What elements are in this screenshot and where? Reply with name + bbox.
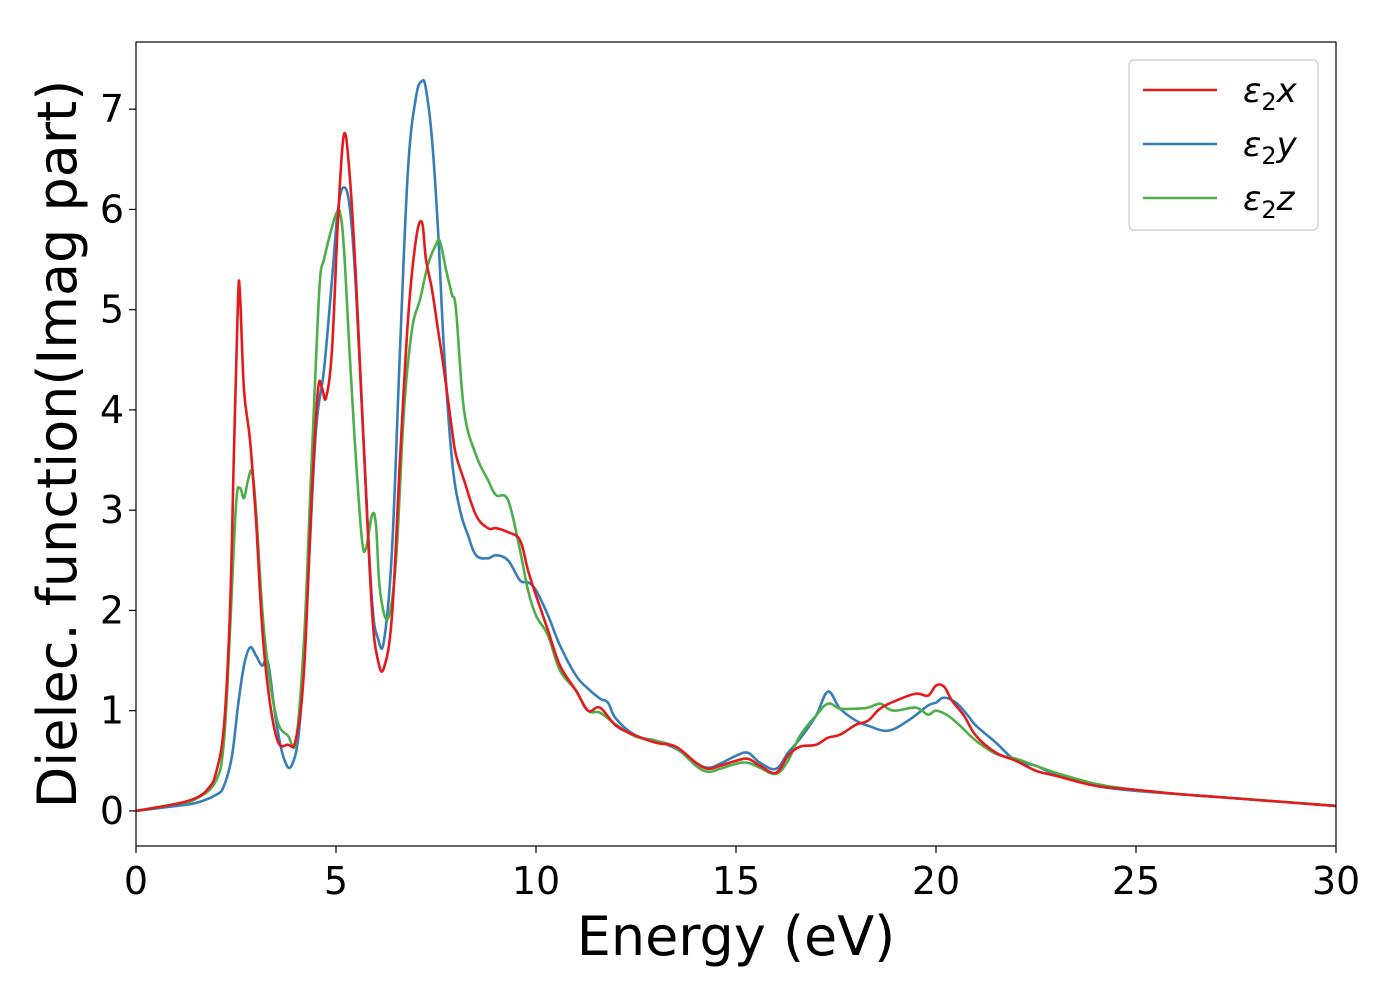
x-tick-label: 5 [324,859,348,903]
y-tick-label: 4 [100,388,124,432]
legend: ε2x ε2y ε2z [1128,59,1319,231]
legend-label-z: ε2z [1243,179,1296,224]
x-tick-label: 0 [124,859,148,903]
ticks-layer: 0 5 10 15 20 25 30 0 1 2 3 4 5 6 7 [100,87,1360,903]
y-tick-label: 3 [100,488,124,532]
x-tick-label: 15 [712,859,760,903]
y-tick-label: 6 [100,187,124,231]
x-tick-label: 25 [1112,859,1160,903]
x-tick-label: 30 [1312,859,1360,903]
y-tick-label: 0 [100,789,124,833]
y-axis-title: Dielec. function(Imag part) [26,80,89,809]
legend-box [1128,59,1319,231]
x-tick-label: 10 [512,859,560,903]
legend-label-x: ε2x [1243,71,1298,116]
y-tick-label: 5 [100,288,124,332]
x-tick-label: 20 [912,859,960,903]
series-layer [135,78,1337,813]
x-axis-title: Energy (eV) [577,905,896,968]
series-line-x [135,131,1337,813]
legend-label-y: ε2y [1243,125,1298,170]
y-tick-label: 1 [100,689,124,733]
y-tick-label: 7 [100,87,124,131]
y-tick-label: 2 [100,588,124,632]
